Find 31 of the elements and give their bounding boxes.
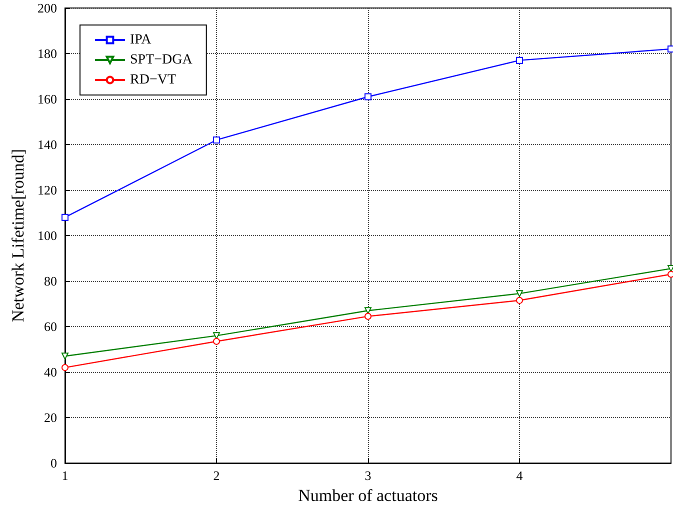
point [668,270,673,278]
x-tick-label: 1 [62,468,68,484]
y-tick-label: 40 [44,364,57,380]
x-axis-title: Number of actuators [298,486,438,505]
point [364,312,372,320]
legend-label: SPT−DGA [130,52,194,68]
y-tick-label: 160 [38,92,57,107]
legend-label: RD−VT [130,72,176,88]
point [516,296,523,304]
y-tick-label: 80 [44,274,57,289]
y-tick-label: 140 [38,137,57,152]
y-tick-label: 120 [38,182,57,198]
y-tick-label: 60 [44,319,57,334]
y-tick-label: 0 [50,456,57,471]
point [364,93,372,100]
y-tick-label: 200 [38,0,57,16]
point [62,214,68,221]
y-tick-label: 180 [38,46,57,62]
point [668,45,673,52]
point [62,364,68,372]
y-tick-label: 20 [44,410,57,426]
legend-label: IPA [130,32,152,48]
point [213,338,220,345]
y-axis-title: Network Lifetime[round] [8,148,28,322]
x-tick-label: 2 [213,468,220,484]
point [516,56,523,64]
x-tick-label: 4 [516,468,524,484]
x-tick-label: 3 [364,468,372,484]
y-tick-label: 100 [38,228,57,244]
point [516,290,523,298]
point [213,136,220,144]
